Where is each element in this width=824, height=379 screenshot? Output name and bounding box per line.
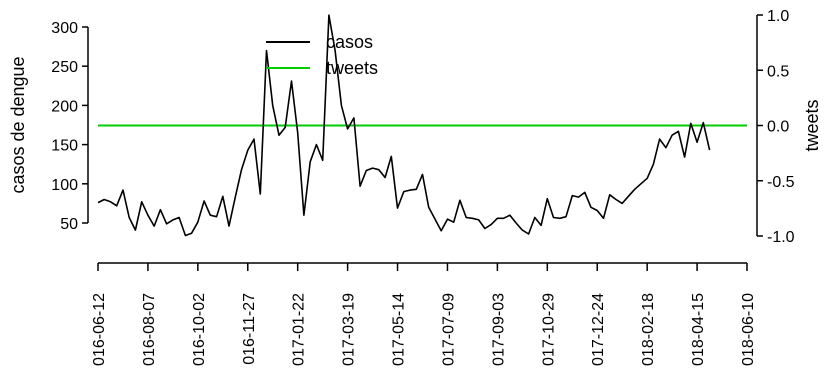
right-y-tick-label: 1.0 bbox=[767, 8, 789, 25]
x-tick-label: 018-02-18 bbox=[640, 293, 657, 366]
left-y-tick-label: 300 bbox=[51, 20, 78, 37]
right-y-tick-label: 0.5 bbox=[767, 63, 789, 80]
x-tick-label: 018-04-15 bbox=[690, 293, 707, 366]
x-ticks: 016-06-12 016-08-07 016-10-02 016-11-27 017-… bbox=[91, 263, 757, 366]
right-y-tick-label: 0.0 bbox=[767, 119, 789, 136]
right-y-ticks: -1.0 -0.5 0.0 0.5 1.0 bbox=[757, 8, 795, 246]
left-y-tick-label: 50 bbox=[60, 216, 78, 233]
right-y-tick-label: -1.0 bbox=[767, 229, 795, 246]
x-tick-label: 018-06-10 bbox=[740, 293, 757, 366]
legend-label-tweets: tweets bbox=[326, 58, 378, 78]
x-axis: 016-06-12 016-08-07 016-10-02 016-11-27 017-… bbox=[91, 262, 757, 366]
x-tick-label: 016-11-27 bbox=[241, 293, 258, 365]
x-tick-label: 017-03-19 bbox=[341, 293, 358, 366]
x-tick-label: 017-10-29 bbox=[540, 293, 557, 366]
left-y-tick-label: 250 bbox=[51, 59, 78, 76]
left-y-axis: 50 100 150 200 250 300 casos de dengue bbox=[8, 20, 89, 233]
left-y-tick-label: 200 bbox=[51, 98, 78, 115]
left-y-tick-label: 150 bbox=[51, 138, 78, 155]
x-tick-label: 017-05-14 bbox=[391, 293, 408, 366]
x-tick-label: 017-12-24 bbox=[590, 293, 607, 366]
right-y-tick-label: -0.5 bbox=[767, 174, 795, 191]
series-line-casos bbox=[97, 14, 711, 237]
x-tick-label: 016-08-07 bbox=[141, 293, 158, 366]
left-y-axis-title: casos de dengue bbox=[8, 56, 28, 193]
legend-label-casos: casos bbox=[326, 32, 373, 52]
x-tick-label: 017-01-22 bbox=[291, 293, 308, 366]
left-y-tick-label: 100 bbox=[51, 177, 78, 194]
legend: casos tweets bbox=[266, 32, 378, 78]
left-y-ticks: 50 100 150 200 250 300 bbox=[51, 20, 88, 233]
x-tick-label: 016-06-12 bbox=[91, 293, 108, 366]
plot-area bbox=[97, 14, 747, 237]
right-y-axis: -1.0 -0.5 0.0 0.5 1.0 tweets bbox=[756, 8, 822, 246]
right-y-axis-title: tweets bbox=[802, 99, 822, 151]
x-tick-label: 016-10-02 bbox=[191, 293, 208, 366]
x-tick-label: 017-09-03 bbox=[490, 293, 507, 366]
x-tick-label: 017-07-09 bbox=[440, 293, 457, 366]
